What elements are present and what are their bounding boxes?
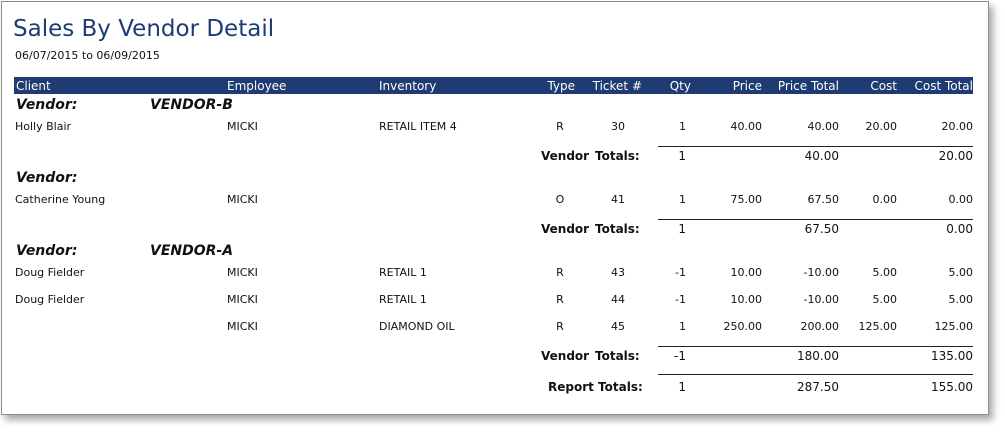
vendor-total-cost: 0.00 xyxy=(946,222,973,236)
vendor-total-qty: 1 xyxy=(678,222,686,236)
cell-price: 75.00 xyxy=(730,193,763,206)
cell-price-total: 200.00 xyxy=(800,320,840,333)
report-page xyxy=(1,1,989,415)
cell-qty: -1 xyxy=(675,266,686,279)
cell-inventory: RETAIL 1 xyxy=(379,293,427,306)
cell-price-total: -10.00 xyxy=(803,293,839,306)
vendor-totals-label: Totals: xyxy=(595,349,640,363)
cell-cost-total: 5.00 xyxy=(948,293,974,306)
cell-ticket: 45 xyxy=(611,320,625,333)
cell-inventory: RETAIL 1 xyxy=(379,266,427,279)
vendor-total-qty: -1 xyxy=(674,349,686,363)
cell-qty: 1 xyxy=(679,120,686,133)
cell-price-total: 40.00 xyxy=(807,120,840,133)
vendor-totals-label-word: Vendor xyxy=(541,222,590,236)
column-header-bar xyxy=(14,77,973,94)
vendor-total-qty: 1 xyxy=(678,149,686,163)
column-header-inventory: Inventory xyxy=(379,79,437,93)
cell-type: O xyxy=(555,193,565,206)
cell-employee: MICKI xyxy=(227,120,258,133)
report-total-price: 287.50 xyxy=(797,380,839,394)
column-header-cost: Cost xyxy=(870,79,897,93)
vendor-total-price: 180.00 xyxy=(797,349,839,363)
column-header-type: Type xyxy=(547,79,575,93)
vendor-total-cost: 20.00 xyxy=(938,149,973,163)
vendor-total-price: 67.50 xyxy=(804,222,839,236)
column-header-qty: Qty xyxy=(669,79,691,93)
vendor-group-label: Vendor: xyxy=(16,97,78,113)
cell-price: 10.00 xyxy=(730,293,763,306)
subtotal-rule xyxy=(658,146,973,147)
cell-qty: 1 xyxy=(679,193,686,206)
vendor-totals-label-word: Vendor xyxy=(541,149,590,163)
cell-cost-total: 125.00 xyxy=(934,320,974,333)
cell-employee: MICKI xyxy=(227,320,258,333)
cell-client: Catherine Young xyxy=(15,193,106,206)
cell-employee: MICKI xyxy=(227,193,258,206)
vendor-totals-label-word: Vendor xyxy=(541,349,590,363)
cell-inventory: DIAMOND OIL xyxy=(379,320,455,333)
cell-qty: 1 xyxy=(679,320,686,333)
vendor-total-cost: 135.00 xyxy=(931,349,973,363)
column-header-price-total: Price Total xyxy=(777,79,839,93)
subtotal-rule xyxy=(658,219,973,220)
cell-cost-total: 0.00 xyxy=(948,193,974,206)
column-header-client: Client xyxy=(16,79,51,93)
cell-cost: 5.00 xyxy=(872,266,898,279)
cell-ticket: 30 xyxy=(611,120,625,133)
cell-ticket: 41 xyxy=(611,193,625,206)
vendor-group-name: VENDOR-B xyxy=(150,97,233,113)
column-header-cost-total: Cost Total xyxy=(914,79,973,93)
column-header-price: Price xyxy=(732,79,762,93)
cell-employee: MICKI xyxy=(227,293,258,306)
cell-price-total: -10.00 xyxy=(803,266,839,279)
report-total-rule xyxy=(658,374,973,375)
cell-cost-total: 20.00 xyxy=(941,120,974,133)
cell-price: 40.00 xyxy=(730,120,763,133)
cell-cost: 20.00 xyxy=(865,120,898,133)
cell-cost: 5.00 xyxy=(872,293,898,306)
cell-type: R xyxy=(556,293,564,306)
subtotal-rule xyxy=(658,346,973,347)
cell-ticket: 44 xyxy=(611,293,625,306)
column-header-ticket: Ticket # xyxy=(592,79,642,93)
cell-type: R xyxy=(556,266,564,279)
report-title: Sales By Vendor Detail xyxy=(13,16,275,42)
cell-type: R xyxy=(556,320,564,333)
vendor-group-name: VENDOR-A xyxy=(150,243,234,259)
cell-qty: -1 xyxy=(675,293,686,306)
cell-type: R xyxy=(556,120,564,133)
cell-inventory: RETAIL ITEM 4 xyxy=(379,120,457,133)
column-header-employee: Employee xyxy=(227,79,287,93)
report-totals-label: Report Totals: xyxy=(548,380,643,394)
vendor-group-label: Vendor: xyxy=(16,243,78,259)
report-total-cost: 155.00 xyxy=(931,380,973,394)
cell-cost: 125.00 xyxy=(858,320,898,333)
cell-cost: 0.00 xyxy=(872,193,898,206)
cell-employee: MICKI xyxy=(227,266,258,279)
cell-client: Doug Fielder xyxy=(15,266,85,279)
vendor-totals-label: Totals: xyxy=(595,149,640,163)
cell-price: 10.00 xyxy=(730,266,763,279)
cell-client: Holly Blair xyxy=(15,120,72,133)
cell-price: 250.00 xyxy=(723,320,763,333)
report-date-range: 06/07/2015 to 06/09/2015 xyxy=(15,49,160,62)
vendor-group-label: Vendor: xyxy=(16,170,78,186)
cell-ticket: 43 xyxy=(611,266,625,279)
cell-price-total: 67.50 xyxy=(807,193,840,206)
report-total-qty: 1 xyxy=(678,380,686,394)
vendor-totals-label: Totals: xyxy=(595,222,640,236)
cell-client: Doug Fielder xyxy=(15,293,85,306)
vendor-total-price: 40.00 xyxy=(804,149,839,163)
cell-cost-total: 5.00 xyxy=(948,266,974,279)
